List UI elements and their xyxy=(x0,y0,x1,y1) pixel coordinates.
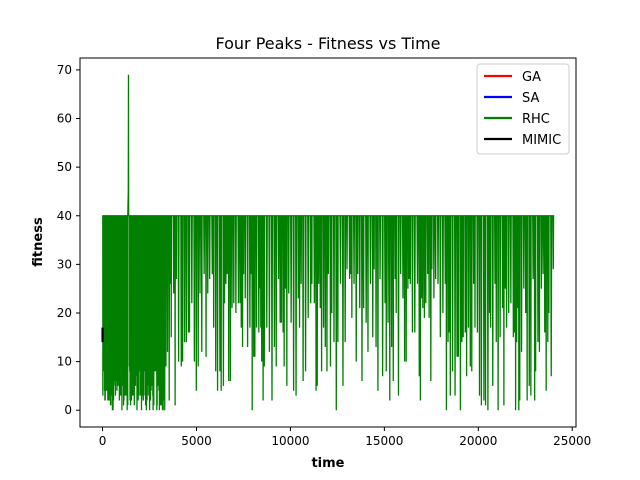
plot-lines xyxy=(101,74,555,411)
y-axis-ticks: 0 10 20 30 40 50 60 70 xyxy=(57,63,80,417)
y-tick-label: 50 xyxy=(57,160,72,174)
x-tick-label: 10000 xyxy=(271,434,309,448)
x-tick-label: 15000 xyxy=(365,434,403,448)
y-axis-label: fitness xyxy=(31,217,46,267)
legend-label-ga: GA xyxy=(522,70,541,85)
y-tick-label: 30 xyxy=(57,257,72,271)
legend-label-sa: SA xyxy=(522,91,539,106)
x-tick-label: 0 xyxy=(99,434,107,448)
series-line-rhc xyxy=(102,74,555,411)
plot-frame xyxy=(79,57,577,428)
y-tick-label: 40 xyxy=(57,209,72,223)
y-tick-label: 20 xyxy=(57,306,72,320)
y-tick-label: 60 xyxy=(57,112,72,126)
x-tick-label: 5000 xyxy=(181,434,212,448)
y-tick-label: 10 xyxy=(57,355,72,369)
legend-label-rhc: RHC xyxy=(522,112,550,127)
y-tick-label: 70 xyxy=(57,63,72,77)
x-tick-label: 20000 xyxy=(459,434,497,448)
x-axis-ticks: 0 5000 10000 15000 20000 25000 xyxy=(99,427,591,448)
legend-box xyxy=(476,63,570,155)
legend: GA SA RHC MIMIC xyxy=(476,63,570,155)
x-tick-label: 25000 xyxy=(553,434,591,448)
y-tick-label: 0 xyxy=(64,403,72,417)
x-axis-label: time xyxy=(311,456,344,471)
legend-label-mimic: MIMIC xyxy=(522,133,561,148)
chart-title: Four Peaks - Fitness vs Time xyxy=(215,34,440,53)
